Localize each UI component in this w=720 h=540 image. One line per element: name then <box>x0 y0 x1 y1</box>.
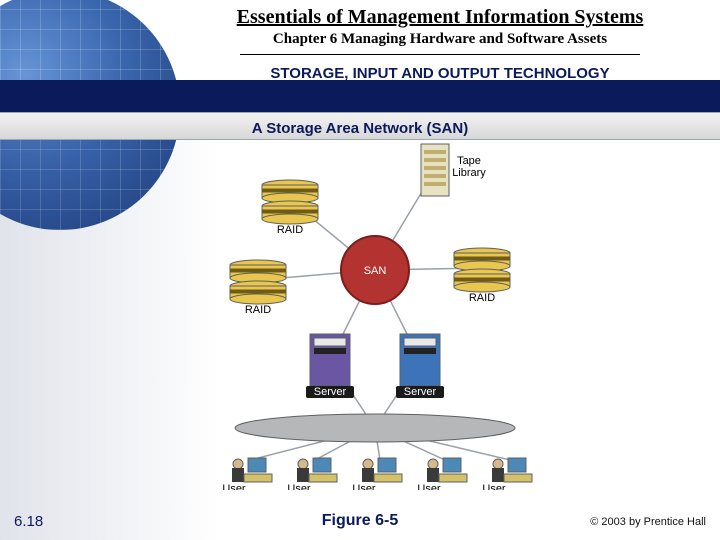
svg-text:User: User <box>287 483 311 490</box>
svg-text:User: User <box>417 483 441 490</box>
copyright-text: © 2003 by Prentice Hall <box>590 516 706 528</box>
svg-text:RAID: RAID <box>469 292 495 304</box>
svg-text:Tape: Tape <box>457 155 481 167</box>
section-heading: STORAGE, INPUT AND OUTPUT TECHNOLOGY <box>180 65 700 82</box>
header-rule <box>240 54 640 55</box>
san-diagram: SAN TapeLibrary RAID RAID RAID Server Server Us… <box>210 140 540 490</box>
svg-text:SAN: SAN <box>364 265 387 277</box>
header-block: Essentials of Management Information Sys… <box>180 6 700 82</box>
svg-text:User: User <box>352 483 376 490</box>
chapter-line: Chapter 6 Managing Hardware and Software… <box>180 31 700 48</box>
navy-band <box>0 80 720 116</box>
svg-text:User: User <box>482 483 506 490</box>
san-svg: SAN TapeLibrary RAID RAID RAID Server Server Us… <box>210 140 540 490</box>
footer: 6.18 Figure 6-5 © 2003 by Prentice Hall <box>0 506 720 530</box>
svg-text:Library: Library <box>452 167 486 179</box>
figure-subtitle: A Storage Area Network (SAN) <box>0 120 720 137</box>
left-fade <box>0 140 220 540</box>
book-title: Essentials of Management Information Sys… <box>180 6 700 29</box>
svg-text:Server: Server <box>404 386 437 398</box>
svg-text:User: User <box>222 483 246 490</box>
svg-text:RAID: RAID <box>277 224 303 236</box>
svg-text:RAID: RAID <box>245 304 271 316</box>
svg-text:Server: Server <box>314 386 347 398</box>
